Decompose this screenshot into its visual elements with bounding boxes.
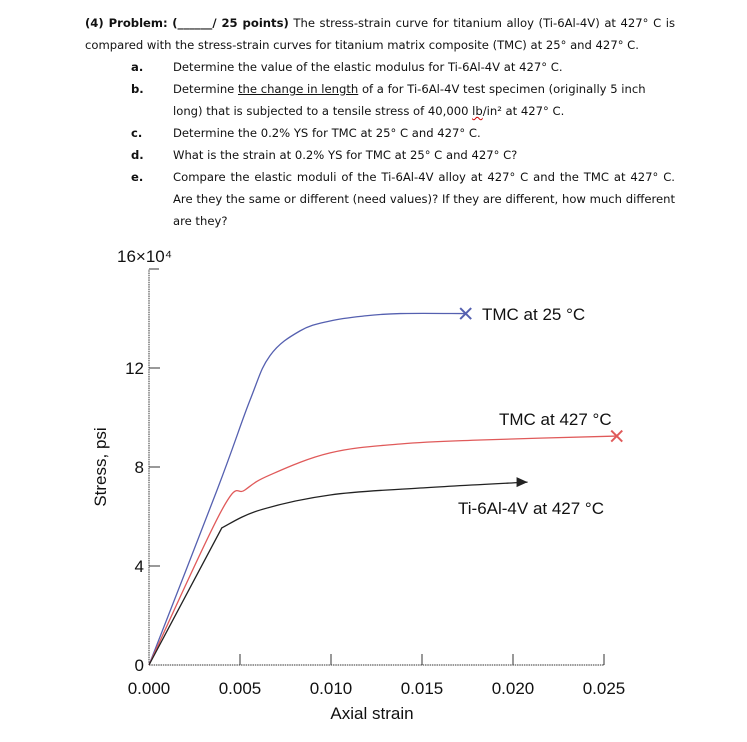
y-tick-label: 12 [125,359,144,378]
text-fragment: Determine [173,82,238,96]
text-fragment: of a for Ti-6Al-4V test specimen (origin… [173,82,646,118]
y-multiplier-label: 16×10⁴ [117,247,172,266]
x-tick-label: 0.000 [128,679,171,698]
underlined-phrase: the change in length [237,82,359,96]
question-a: a. Determine the value of the elastic mo… [85,56,675,78]
problem-number: (4) Problem: [85,16,168,30]
chart-axes: 0.000 0.005 0.010 0.015 0.020 0.025 0 4 8 12 16×10… [91,247,625,723]
question-letter: e. [131,170,144,184]
label-tmc-25c: TMC at 25 °C [482,305,585,324]
problem-statement: (4) Problem: (______/ 25 points) The str… [85,12,675,232]
label-ti6al4v-427c: Ti-6Al-4V at 427 °C [458,499,604,518]
question-e: e. Compare the elastic moduli of the Ti-… [85,166,675,232]
y-tick-label: 0 [135,656,144,675]
x-tick-label: 0.010 [310,679,353,698]
question-text: Determine the change in length of a for … [173,78,675,122]
spellcheck-word: lb [472,104,483,118]
ti6al4v-427c-curve [148,481,528,666]
problem-intro: (4) Problem: (______/ 25 points) The str… [85,12,675,56]
x-tick-label: 0.020 [492,679,535,698]
y-axis-title: Stress, psi [91,427,110,506]
intro-text: The stress-strain curve for titanium all… [85,16,676,52]
question-letter: a. [131,60,144,74]
question-b: b. Determine the change in length of a f… [85,78,675,122]
y-tick-label: 4 [135,557,144,576]
fracture-x-marker-icon [610,429,623,443]
question-letter: d. [131,148,144,162]
arrow-head-icon [516,477,528,488]
y-tick-label: 8 [135,458,144,477]
points-blank: (______/ 25 points) [172,16,289,30]
text-fragment: /in² at 427° C. [482,104,565,118]
x-tick-label: 0.015 [401,679,444,698]
x-axis-title: Axial strain [330,704,413,723]
question-c: c. Determine the 0.2% YS for TMC at 25° … [85,122,675,144]
x-tick-label: 0.005 [219,679,262,698]
fracture-x-marker-icon [459,307,472,320]
label-tmc-427c: TMC at 427 °C [499,410,612,429]
question-text: Determine the value of the elastic modul… [173,60,563,74]
question-text: Compare the elastic moduli of the Ti-6Al… [173,170,675,228]
question-letter: b. [131,82,144,96]
tmc-25c-curve [148,312,466,666]
question-text: What is the strain at 0.2% YS for TMC at… [173,148,518,162]
chart-labels: TMC at 25 °C TMC at 427 °C Ti-6Al-4V at 42… [458,305,612,518]
tmc-427c-curve [148,435,617,666]
chart-curves [148,307,623,666]
question-text: Determine the 0.2% YS for TMC at 25° C a… [173,126,481,140]
x-tick-label: 0.025 [583,679,626,698]
question-d: d. What is the strain at 0.2% YS for TMC… [85,144,675,166]
question-letter: c. [131,126,143,140]
